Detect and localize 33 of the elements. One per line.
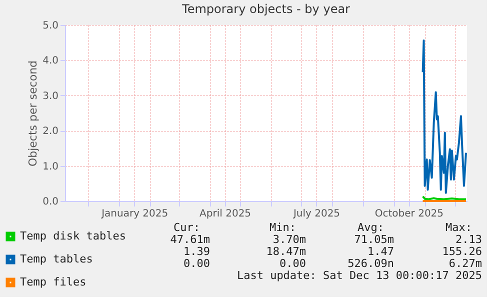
x-tick-label: July 2025: [292, 208, 340, 220]
text: 155.26: [442, 245, 482, 258]
y-tick-label: 0.0: [42, 196, 58, 208]
text: 0.00: [280, 257, 306, 270]
text: 0.00: [184, 257, 210, 270]
text: 1.39: [184, 245, 210, 258]
x-tick-label: April 2025: [200, 208, 252, 220]
text: Avg:: [358, 221, 384, 234]
y-tick-label: 2.0: [42, 126, 58, 138]
text: Max:: [446, 221, 472, 234]
x-tick-label: October 2025: [374, 208, 444, 220]
text: 2.13: [456, 233, 482, 246]
legend-label: Temp disk tables: [20, 230, 126, 242]
text: 6.27m: [448, 257, 482, 270]
legend-label: Temp tables: [20, 252, 93, 266]
chart-title: Temporary objects - by year: [181, 2, 350, 16]
legend-label: Temp files: [20, 276, 86, 288]
y-tick-label: 4.0: [42, 56, 58, 67]
text: 47.61m: [170, 233, 210, 246]
y-axis-title: Objects per second: [26, 60, 40, 167]
y-tick-label: 1.0: [42, 161, 58, 172]
text: 18.47m: [266, 245, 306, 258]
y-tick-label: 3.0: [42, 90, 58, 102]
x-tick-label: January 2025: [100, 208, 168, 220]
line-series: [422, 39, 467, 194]
text: 3.70m: [272, 233, 306, 246]
y-tick-label: 5.0: [42, 20, 58, 32]
text: Last update: Sat Dec 13 00:00:17 2025: [236, 269, 482, 282]
text: 1.47: [368, 245, 394, 258]
text: Cur:: [174, 221, 200, 234]
text: 526.09n: [348, 257, 394, 270]
text: 71.05m: [354, 233, 394, 246]
text: Min:: [270, 221, 296, 234]
